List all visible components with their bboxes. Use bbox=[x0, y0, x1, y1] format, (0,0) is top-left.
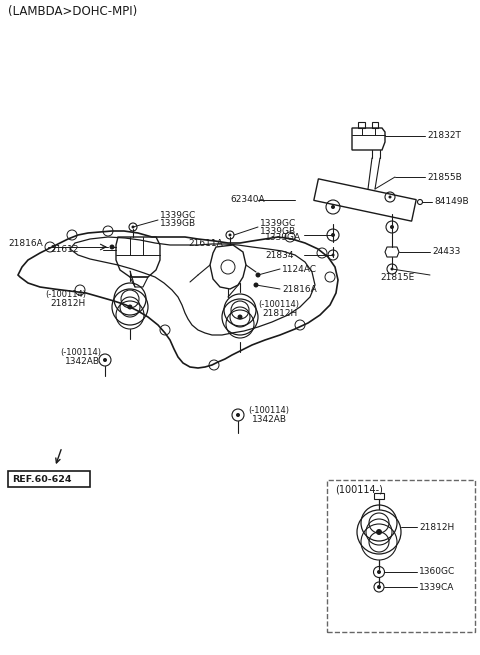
Text: 21832T: 21832T bbox=[427, 132, 461, 141]
Text: 1339GC: 1339GC bbox=[260, 219, 296, 227]
Text: 1360GC: 1360GC bbox=[419, 567, 455, 576]
Circle shape bbox=[255, 272, 261, 278]
Circle shape bbox=[331, 233, 335, 237]
Text: 21612: 21612 bbox=[50, 246, 79, 255]
Text: 21611A: 21611A bbox=[188, 238, 223, 248]
Circle shape bbox=[128, 305, 132, 310]
Circle shape bbox=[332, 253, 335, 257]
Circle shape bbox=[103, 358, 107, 362]
Circle shape bbox=[236, 413, 240, 417]
Circle shape bbox=[132, 225, 134, 229]
Text: (LAMBDA>DOHC-MPI): (LAMBDA>DOHC-MPI) bbox=[8, 5, 137, 18]
Text: 21815E: 21815E bbox=[380, 274, 414, 282]
Text: 1124AC: 1124AC bbox=[282, 265, 317, 274]
Text: 62340A: 62340A bbox=[230, 195, 264, 204]
Text: 21834: 21834 bbox=[265, 250, 293, 259]
Text: 24433: 24433 bbox=[432, 248, 460, 257]
Text: 1339GB: 1339GB bbox=[260, 227, 296, 236]
Text: 1339CA: 1339CA bbox=[419, 582, 455, 591]
Text: (-100114): (-100114) bbox=[248, 405, 289, 415]
Text: (-100114): (-100114) bbox=[258, 301, 299, 310]
Text: (100114-): (100114-) bbox=[335, 485, 383, 495]
Bar bbox=[8, 471, 90, 487]
Text: 21812H: 21812H bbox=[50, 299, 85, 309]
Text: 1342AB: 1342AB bbox=[65, 358, 100, 367]
Circle shape bbox=[238, 314, 242, 320]
Text: 21812H: 21812H bbox=[419, 523, 454, 531]
Circle shape bbox=[109, 244, 115, 250]
Text: 1339GA: 1339GA bbox=[265, 233, 301, 242]
Circle shape bbox=[391, 267, 394, 271]
Text: REF.60-624: REF.60-624 bbox=[12, 474, 72, 483]
Text: 21816A: 21816A bbox=[8, 238, 43, 248]
Text: 1339GB: 1339GB bbox=[160, 219, 196, 229]
Text: 1339GC: 1339GC bbox=[160, 210, 196, 219]
Text: 1342AB: 1342AB bbox=[252, 415, 287, 424]
Bar bbox=[327, 480, 475, 632]
Circle shape bbox=[253, 282, 259, 288]
Circle shape bbox=[331, 205, 335, 209]
Circle shape bbox=[376, 529, 382, 535]
Text: (-100114): (-100114) bbox=[45, 291, 86, 299]
Circle shape bbox=[377, 570, 381, 574]
Circle shape bbox=[228, 233, 231, 236]
Circle shape bbox=[388, 195, 392, 198]
Text: 21855B: 21855B bbox=[427, 172, 462, 181]
Text: 84149B: 84149B bbox=[434, 198, 468, 206]
Circle shape bbox=[390, 225, 394, 229]
Circle shape bbox=[377, 585, 381, 589]
Text: (-100114): (-100114) bbox=[60, 348, 101, 356]
Text: 21812H: 21812H bbox=[262, 310, 297, 318]
Text: 21816A: 21816A bbox=[282, 284, 317, 293]
